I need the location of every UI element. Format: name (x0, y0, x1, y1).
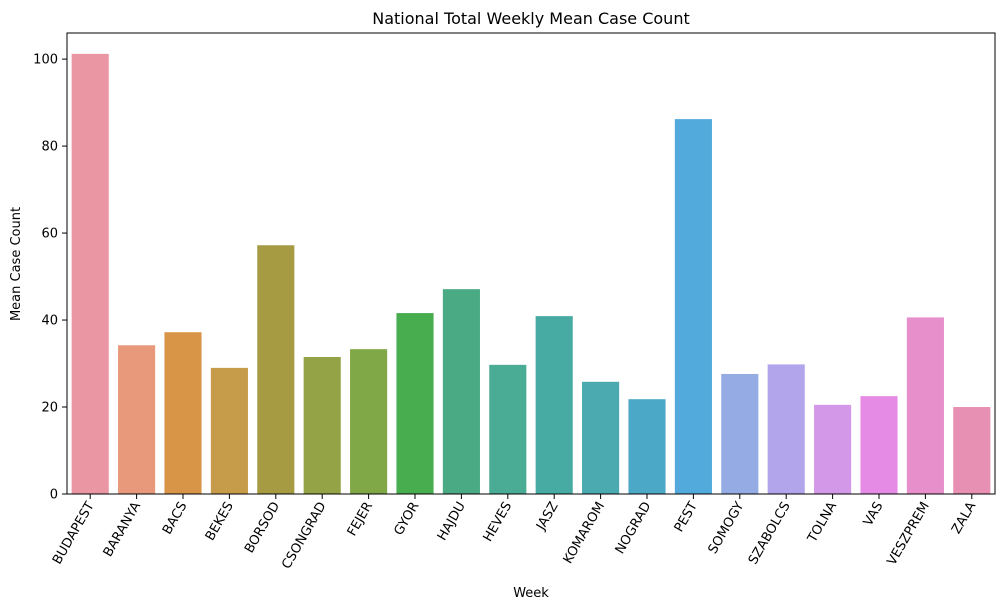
x-tick-label-veszprem: VESZPREM (885, 500, 933, 569)
bar-szabolcs (767, 364, 805, 494)
bar-fejer (350, 349, 388, 494)
x-tick-label-pest: PEST (672, 499, 701, 534)
x-tick-label-fejer: FEJER (345, 500, 376, 539)
y-axis-ticks: 0 20 40 60 80 100 (33, 53, 67, 503)
bar-zala (953, 407, 991, 494)
x-tick-label-hajdu: HAJDU (435, 500, 469, 544)
x-tick-label-bekes: BEKES (203, 500, 237, 544)
x-tick-label-borsod: BORSOD (242, 500, 283, 556)
x-tick-label-vas: VAS (861, 500, 887, 529)
bar-csongrad (303, 357, 341, 494)
bar-bekes (210, 367, 248, 494)
bars (71, 53, 991, 494)
bar-pest (674, 119, 712, 494)
bar-baranya (118, 345, 156, 494)
y-tick-label: 80 (41, 140, 58, 155)
bar-bacs (164, 332, 202, 494)
bar-komarom (582, 381, 620, 494)
bar-jasz (535, 316, 573, 494)
x-tick-label-szabolcs: SZABOLCS (746, 500, 794, 568)
y-tick-label: 60 (41, 227, 58, 242)
x-tick-label-csongrad: CSONGRAD (279, 500, 329, 572)
x-tick-label-komarom: KOMAROM (561, 500, 608, 567)
plot-frame (66, 32, 996, 495)
bar-hajdu (442, 289, 480, 494)
bar-veszprem (906, 317, 944, 494)
bar-heves (489, 364, 527, 494)
x-tick-label-baranya: BARANYA (101, 499, 144, 559)
x-tick-label-tolna: TOLNA (805, 499, 841, 546)
x-tick-label-heves: HEVES (481, 500, 516, 545)
bar-tolna (814, 404, 852, 494)
bar-vas (860, 396, 898, 494)
y-tick-label: 20 (41, 401, 58, 416)
bar-budapest (71, 53, 109, 494)
x-tick-label-bacs: BACS (160, 500, 190, 538)
x-tick-label-gyor: GYOR (392, 500, 423, 539)
x-tick-label-somogy: SOMOGY (706, 499, 748, 556)
y-tick-label: 100 (33, 53, 58, 68)
bar-somogy (721, 373, 759, 494)
x-tick-label-jasz: JASZ (533, 499, 561, 533)
chart-title: National Total Weekly Mean Case Count (372, 9, 689, 28)
y-tick-label: 40 (41, 314, 58, 329)
y-axis-label: Mean Case Count (9, 207, 24, 321)
bar-nograd (628, 399, 666, 494)
bar-gyor (396, 313, 434, 494)
x-tick-label-nograd: NOGRAD (613, 500, 655, 557)
bar-borsod (257, 245, 295, 494)
y-tick-label: 0 (50, 488, 58, 503)
x-axis-label: Week (513, 586, 549, 601)
x-tick-label-zala: ZALA (949, 499, 979, 536)
x-tick-label-budapest: BUDAPEST (50, 499, 98, 567)
